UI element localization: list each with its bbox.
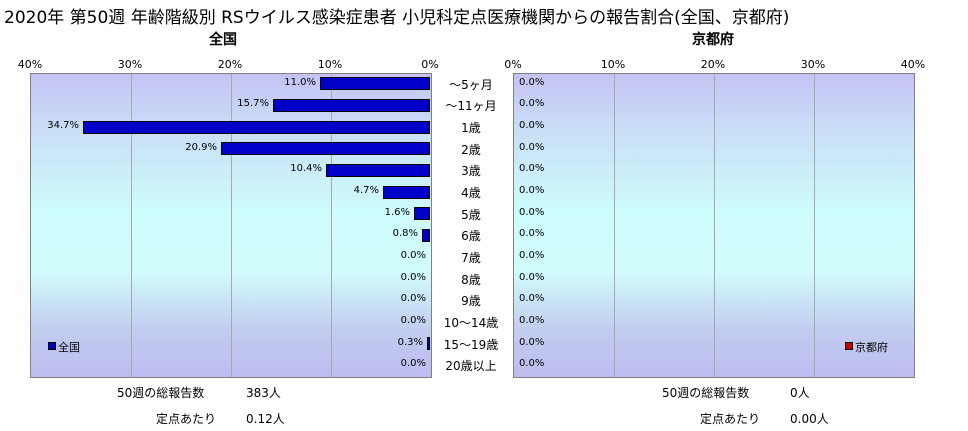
legend-swatch <box>48 342 56 350</box>
right-per-value: 0.00人 <box>790 412 829 426</box>
data-label: 4.7% <box>353 185 379 197</box>
x-tick-label: 40% <box>900 58 926 71</box>
right-plot-area <box>513 73 915 378</box>
bar <box>326 163 430 177</box>
bar <box>422 228 430 242</box>
gridline <box>814 74 815 377</box>
category-label: 4歳 <box>461 186 481 201</box>
category-label: 7歳 <box>461 250 481 265</box>
category-label: 2歳 <box>461 142 481 157</box>
right-legend: 京都府 <box>845 339 888 355</box>
x-tick-label: 30% <box>117 58 143 71</box>
chart-title: 2020年 第50週 年齢階級別 RSウイルス感染症患者 小児科定点医療機関から… <box>4 8 790 28</box>
data-label: 11.0% <box>284 76 316 88</box>
right-per-label: 定点あたり <box>700 412 761 426</box>
data-label: 15.7% <box>237 98 269 110</box>
gridline <box>714 74 715 377</box>
data-label: 0.0% <box>400 271 426 283</box>
left-total-value: 383人 <box>246 386 281 400</box>
data-label: 0.3% <box>397 336 423 348</box>
data-label: 0.8% <box>392 228 418 240</box>
data-label: 0.0% <box>519 228 545 240</box>
x-tick-label: 0% <box>421 58 439 71</box>
data-label: 0.0% <box>519 336 545 348</box>
data-label: 0.0% <box>519 358 545 370</box>
right-total-label: 50週の総報告数 <box>662 386 750 400</box>
right-total-value: 0人 <box>790 386 810 400</box>
data-label: 10.4% <box>290 163 322 175</box>
category-label: 20歳以上 <box>445 359 497 374</box>
legend-label: 全国 <box>58 341 80 354</box>
bar <box>320 77 430 91</box>
x-tick-label: 20% <box>700 58 726 71</box>
category-label: 9歳 <box>461 294 481 309</box>
left-per-label: 定点あたり <box>156 412 217 426</box>
data-label: 0.0% <box>519 141 545 153</box>
data-label: 0.0% <box>519 98 545 110</box>
data-label: 0.0% <box>400 358 426 370</box>
bar <box>221 142 430 156</box>
left-legend: 全国 <box>48 339 80 355</box>
category-label: 3歳 <box>461 164 481 179</box>
bar <box>414 207 430 221</box>
left-total-label: 50週の総報告数 <box>117 386 205 400</box>
category-label: 6歳 <box>461 229 481 244</box>
gridline <box>131 74 132 377</box>
x-tick-label: 20% <box>217 58 243 71</box>
bar <box>383 185 430 199</box>
left-per-value: 0.12人 <box>246 412 285 426</box>
x-tick-label: 30% <box>800 58 826 71</box>
left-plot-area <box>30 73 432 378</box>
data-label: 0.0% <box>519 76 545 88</box>
data-label: 1.6% <box>384 206 410 218</box>
bar <box>83 120 430 134</box>
gridline <box>231 74 232 377</box>
data-label: 0.0% <box>400 293 426 305</box>
data-label: 20.9% <box>185 141 217 153</box>
legend-swatch <box>845 342 853 350</box>
data-label: 0.0% <box>519 314 545 326</box>
gridline <box>331 74 332 377</box>
category-label: 5歳 <box>461 207 481 222</box>
data-label: 0.0% <box>519 293 545 305</box>
category-label: 1歳 <box>461 121 481 136</box>
legend-label: 京都府 <box>855 341 888 354</box>
data-label: 0.0% <box>519 249 545 261</box>
data-label: 0.0% <box>400 314 426 326</box>
data-label: 34.7% <box>47 120 79 132</box>
data-label: 0.0% <box>400 249 426 261</box>
gridline <box>614 74 615 377</box>
bar <box>273 98 430 112</box>
data-label: 0.0% <box>519 185 545 197</box>
x-tick-label: 10% <box>600 58 626 71</box>
category-label: ～11ヶ月 <box>445 99 497 114</box>
data-label: 0.0% <box>519 120 545 132</box>
category-label: ～5ヶ月 <box>449 77 493 92</box>
bar <box>427 337 430 351</box>
right-panel-subtitle: 京都府 <box>692 32 734 48</box>
data-label: 0.0% <box>519 206 545 218</box>
data-label: 0.0% <box>519 163 545 175</box>
category-label: 10～14歳 <box>443 315 499 330</box>
x-tick-label: 0% <box>504 58 522 71</box>
category-label: 15～19歳 <box>443 337 499 352</box>
x-tick-label: 40% <box>17 58 43 71</box>
left-panel-subtitle: 全国 <box>209 32 237 48</box>
data-label: 0.0% <box>519 271 545 283</box>
x-tick-label: 10% <box>317 58 343 71</box>
category-label: 8歳 <box>461 272 481 287</box>
